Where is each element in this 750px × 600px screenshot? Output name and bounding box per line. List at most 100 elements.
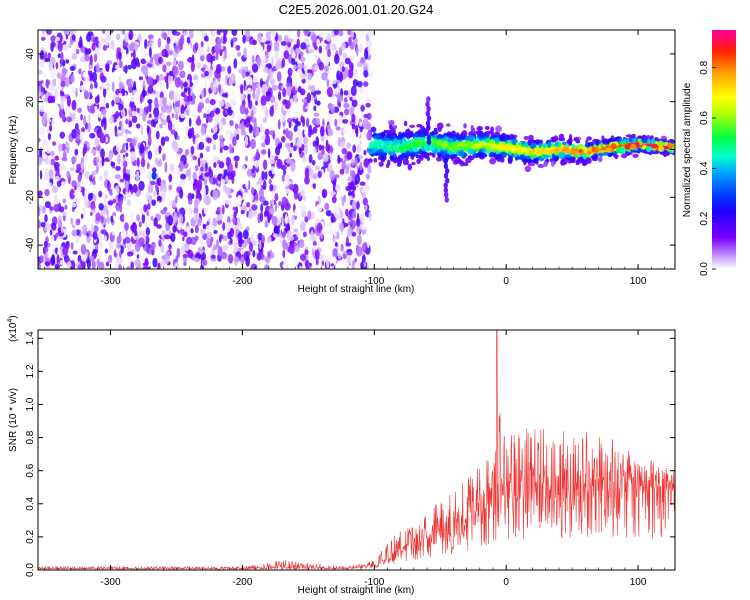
heatmap-cell bbox=[178, 160, 184, 172]
heatmap-cell bbox=[87, 114, 91, 123]
heatmap-cell bbox=[320, 230, 323, 239]
heatmap-cell bbox=[221, 204, 225, 215]
heatmap-cell bbox=[173, 262, 180, 269]
heatmap-cell bbox=[115, 96, 121, 104]
heatmap-cell bbox=[55, 36, 60, 42]
heatmap-cell bbox=[188, 175, 191, 182]
heatmap-cell bbox=[102, 44, 108, 51]
heatmap-cell bbox=[205, 237, 211, 245]
heatmap-cell bbox=[237, 194, 243, 205]
heatmap-cell bbox=[179, 188, 184, 199]
heatmap-cell bbox=[255, 160, 259, 169]
heatmap-cell bbox=[161, 113, 165, 120]
heatmap-cell bbox=[347, 176, 353, 182]
heatmap-cell bbox=[111, 230, 115, 236]
heatmap-cell bbox=[271, 215, 278, 226]
heatmap-cell bbox=[293, 242, 298, 247]
heatmap-cell bbox=[598, 144, 602, 149]
heatmap-cell bbox=[477, 152, 485, 159]
heatmap-cell bbox=[193, 212, 200, 221]
heatmap-cell bbox=[190, 228, 194, 234]
heatmap-cell bbox=[38, 140, 43, 147]
heatmap-cell bbox=[629, 143, 637, 151]
heatmap-cell bbox=[223, 145, 229, 151]
heatmap-cell bbox=[367, 30, 374, 37]
heatmap-cell bbox=[38, 220, 42, 229]
heatmap-cell bbox=[92, 248, 99, 255]
heatmap-cell bbox=[90, 204, 96, 210]
heatmap-cell bbox=[164, 161, 168, 173]
heatmap-cell bbox=[299, 88, 306, 96]
heatmap-cell bbox=[222, 221, 226, 231]
heatmap-cell bbox=[352, 95, 357, 101]
heatmap-cell bbox=[257, 32, 262, 43]
heatmap-cell bbox=[224, 186, 231, 196]
heatmap-cell bbox=[441, 150, 447, 157]
heatmap-cell bbox=[437, 153, 441, 159]
heatmap-cell bbox=[310, 55, 318, 64]
heatmap-cell bbox=[447, 141, 454, 148]
heatmap-cell bbox=[413, 140, 419, 145]
heatmap-cell bbox=[328, 228, 334, 237]
heatmap-cell bbox=[45, 146, 52, 154]
heatmap-feature bbox=[425, 120, 431, 127]
heatmap-cell bbox=[147, 135, 152, 147]
heatmap-cell bbox=[320, 125, 325, 137]
heatmap-cell bbox=[142, 80, 146, 88]
heatmap-cell bbox=[244, 30, 250, 37]
heatmap-cell bbox=[312, 140, 316, 147]
heatmap-cell bbox=[120, 125, 125, 134]
heatmap-cell bbox=[300, 204, 307, 213]
heatmap-cell bbox=[185, 169, 191, 178]
heatmap-cell bbox=[298, 54, 301, 60]
heatmap-cell bbox=[362, 242, 367, 252]
heatmap-cell bbox=[316, 38, 321, 48]
heatmap-cell bbox=[304, 167, 310, 179]
heatmap-cell bbox=[84, 170, 90, 180]
heatmap-cell bbox=[417, 142, 422, 148]
heatmap-cell bbox=[228, 99, 235, 105]
heatmap-cell bbox=[315, 257, 319, 266]
heatmap-cell bbox=[342, 128, 348, 135]
heatmap-cell bbox=[360, 104, 365, 112]
heatmap-cell bbox=[188, 117, 192, 128]
y-tick-label: 1.0 bbox=[25, 397, 36, 411]
heatmap-cell bbox=[134, 42, 139, 52]
heatmap-cell bbox=[560, 159, 566, 166]
heatmap-cell bbox=[87, 193, 93, 202]
heatmap-feature bbox=[443, 187, 449, 194]
heatmap-cell bbox=[98, 40, 103, 49]
heatmap-cell bbox=[296, 232, 300, 238]
heatmap-cell bbox=[74, 197, 79, 203]
heatmap-cell bbox=[373, 136, 377, 140]
heatmap-cell bbox=[525, 150, 530, 156]
heatmap-cell bbox=[292, 110, 299, 120]
heatmap-cell bbox=[233, 91, 237, 101]
heatmap-cell bbox=[266, 44, 271, 53]
heatmap-cell bbox=[212, 55, 216, 62]
heatmap-cell bbox=[48, 169, 54, 179]
heatmap-cell bbox=[257, 44, 264, 56]
heatmap-cell bbox=[44, 201, 51, 209]
heatmap-cell bbox=[297, 30, 301, 38]
heatmap-cell bbox=[159, 92, 164, 98]
heatmap-cell bbox=[304, 67, 308, 75]
heatmap-cell bbox=[111, 67, 115, 73]
heatmap-cell bbox=[125, 169, 131, 175]
heatmap-cell bbox=[252, 63, 259, 73]
heatmap-cell bbox=[297, 63, 304, 70]
heatmap-cell bbox=[53, 46, 59, 56]
heatmap-cell bbox=[202, 223, 206, 229]
heatmap-cell bbox=[586, 157, 592, 164]
heatmap-cell bbox=[44, 189, 50, 197]
heatmap-cell bbox=[122, 172, 128, 181]
heatmap-cell bbox=[224, 199, 231, 205]
heatmap-cell bbox=[350, 219, 356, 230]
colorbar-tick-label: 0.8 bbox=[699, 60, 710, 74]
heatmap-cell bbox=[77, 255, 82, 263]
heatmap-cell bbox=[49, 124, 53, 132]
heatmap-cell bbox=[550, 149, 556, 154]
top-y-axis-label: Frequency (Hz) bbox=[8, 116, 19, 185]
heatmap-cell bbox=[554, 142, 559, 146]
heatmap-cell bbox=[286, 85, 292, 97]
